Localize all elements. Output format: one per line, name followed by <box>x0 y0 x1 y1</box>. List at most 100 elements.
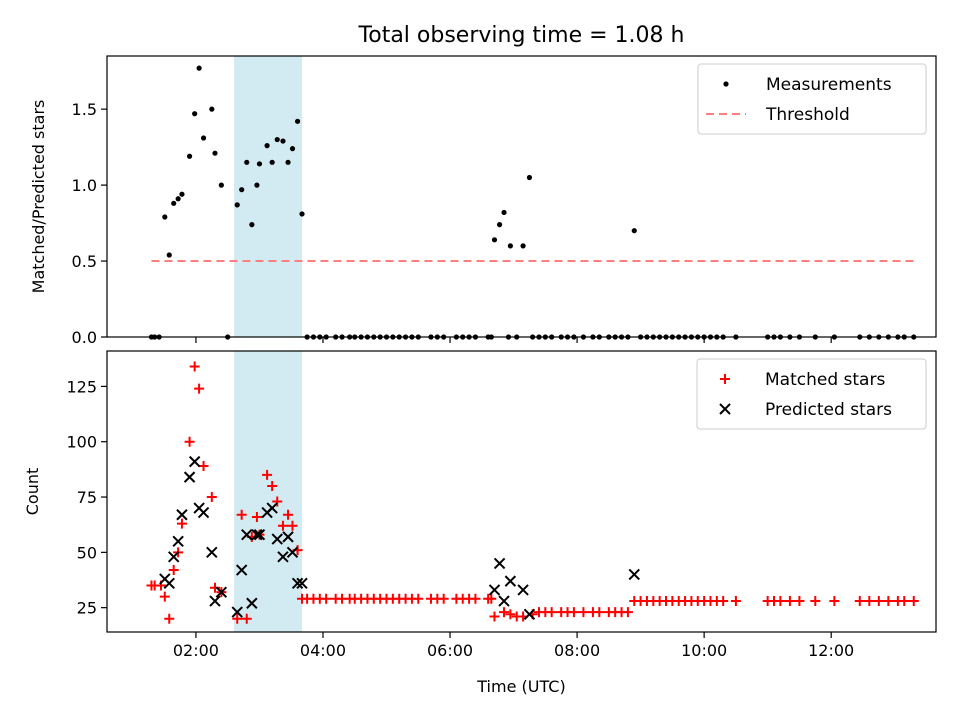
measurement-point <box>234 202 240 208</box>
x-tick-label: 12:00 <box>808 641 854 660</box>
x-tick-label: 04:00 <box>300 641 346 660</box>
y-tick-label: 0.5 <box>72 252 97 271</box>
chart-title: Total observing time = 1.08 h <box>358 23 685 48</box>
legend-box <box>697 63 927 135</box>
measurement-point <box>631 228 637 234</box>
measurement-point <box>186 153 193 159</box>
predicted-point <box>231 606 243 618</box>
y-tick-label: 25 <box>77 599 97 618</box>
measurement-point <box>209 106 215 112</box>
matched-point <box>794 596 805 607</box>
predicted-point <box>253 528 266 541</box>
measurement-point <box>254 182 260 188</box>
predicted-point <box>188 455 201 468</box>
predicted-point <box>167 551 180 563</box>
predicted-point <box>493 557 506 570</box>
matched-point <box>470 593 481 604</box>
measurement-point <box>162 214 168 220</box>
matched-point <box>236 509 247 520</box>
measurement-point <box>179 191 185 197</box>
measurement-point <box>280 138 286 144</box>
measurement-point <box>496 222 503 228</box>
matched-point <box>489 611 500 622</box>
predicted-point <box>271 533 283 545</box>
matched-point <box>168 565 179 576</box>
y-tick-label: 50 <box>77 543 97 562</box>
y-axis-ticks: 0.0 0.5 1.0 1.5 <box>72 100 107 347</box>
x-tick-label: 08:00 <box>554 641 600 660</box>
matched-point <box>267 480 278 491</box>
y-tick-label: 1.5 <box>72 100 97 119</box>
matched-point <box>899 596 910 607</box>
legend: Matched stars Predicted stars <box>696 358 927 430</box>
matched-point <box>883 596 894 607</box>
matched-point <box>277 520 288 531</box>
matched-point <box>854 596 865 607</box>
matched-point <box>321 593 332 604</box>
predicted-point <box>266 502 278 514</box>
matched-point <box>594 607 605 618</box>
measurement-point <box>171 200 177 206</box>
matched-point <box>578 607 589 618</box>
predicted-point <box>206 546 218 559</box>
matched-point <box>164 613 175 624</box>
matched-point <box>272 496 283 507</box>
matched-point <box>718 596 729 607</box>
x-tick-label: 06:00 <box>427 641 473 660</box>
legend-box <box>696 358 927 430</box>
observing-window-shade <box>234 351 303 632</box>
measurement-point <box>256 161 263 167</box>
measurement-point <box>289 146 296 152</box>
matched-point <box>864 596 875 607</box>
x-axis-label: Time (UTC) <box>476 677 565 696</box>
legend-marker <box>719 403 731 415</box>
matched-point <box>499 607 510 618</box>
predicted-point <box>197 506 210 519</box>
predicted-point <box>291 577 304 590</box>
x-axis-ticks: 02:00 04:00 06:00 08:00 10:00 12:00 <box>173 632 854 660</box>
measurement-point <box>526 174 533 181</box>
measurement-point <box>269 159 275 165</box>
measurement-point <box>299 211 305 217</box>
measurement-point <box>520 243 526 249</box>
x-tick-label: 02:00 <box>173 641 219 660</box>
predicted-point <box>209 595 221 607</box>
predicted-point <box>286 546 299 559</box>
predicted-point <box>172 535 184 547</box>
predicted-point <box>523 608 536 621</box>
predicted-point <box>277 551 289 563</box>
legend: Measurements Threshold <box>697 63 927 135</box>
y-tick-label: 0.0 <box>72 328 97 347</box>
y-tick-label: 125 <box>66 377 97 396</box>
measurement-point <box>294 118 301 124</box>
measurement-point <box>285 159 291 165</box>
measurement-point <box>491 237 498 243</box>
plot-frame <box>106 55 937 338</box>
legend-marker <box>723 81 729 87</box>
measurement-point <box>192 111 198 117</box>
count-marks <box>146 361 919 624</box>
counts-panel: 25 50 75 100 125 02:00 04:00 06:00 08:00 10:00 12… <box>23 350 937 696</box>
measurements-panel: 0.0 0.5 1.0 1.5 Total observing time = 1.08… <box>29 23 937 347</box>
y-axis-label: Count <box>23 468 42 516</box>
matched-point <box>194 383 205 394</box>
matched-point <box>784 596 795 607</box>
matched-point <box>241 613 252 624</box>
y-axis-label: Matched/Predicted stars <box>29 100 48 294</box>
measurement-point <box>212 150 218 156</box>
legend-label: Matched stars <box>765 370 885 390</box>
measurement-point <box>264 143 270 149</box>
measurement-point <box>244 159 250 165</box>
predicted-point <box>235 564 248 576</box>
y-tick-label: 1.0 <box>72 176 97 195</box>
measurement-point <box>239 187 245 193</box>
x-axis-ticks <box>195 337 832 343</box>
matched-point <box>184 436 195 447</box>
matched-point <box>546 607 557 618</box>
matched-point <box>568 607 579 618</box>
matched-point <box>176 518 187 529</box>
matched-point <box>730 596 741 607</box>
legend-label: Predicted stars <box>765 400 892 420</box>
matched-point <box>775 596 786 607</box>
